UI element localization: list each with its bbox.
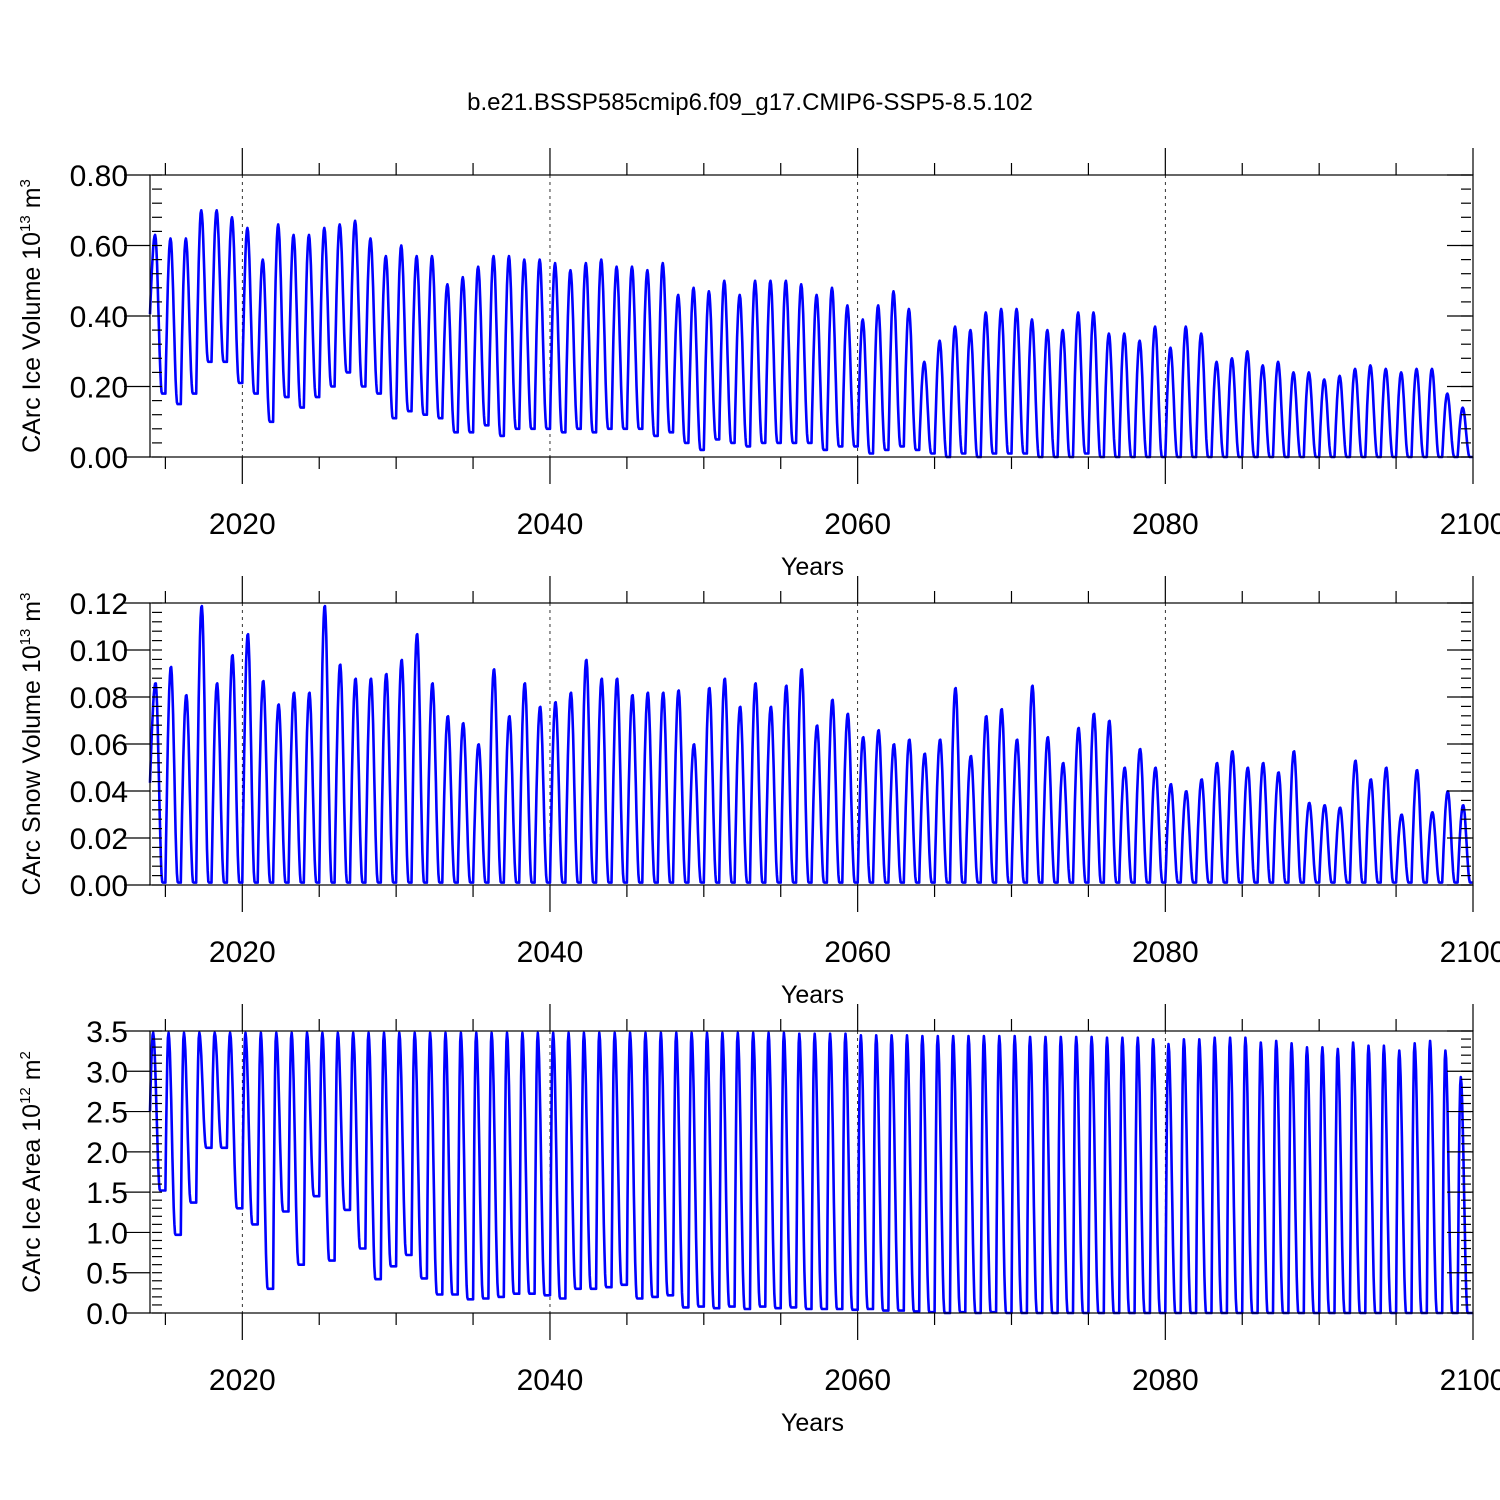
- snow-volume-x-tick-label: 2060: [824, 936, 891, 969]
- ice-area-y-tick-label: 2.0: [86, 1137, 128, 1170]
- snow-volume-x-tick-label: 2100: [1440, 936, 1500, 969]
- snow-volume-y-tick-label: 0.00: [70, 870, 128, 903]
- ice-area-x-tick-label: 2020: [209, 1364, 276, 1397]
- ice-area-y-axis-label: CArc Ice Area 1012 m2: [17, 1051, 46, 1293]
- ice-volume-y-tick-label: 0.20: [70, 372, 128, 405]
- ice-volume-panel: 0.00 0.20 0.40 0.60 0.80 2020 2040 2060 2080 2100…: [17, 148, 1500, 581]
- snow-volume-y-tick-label: 0.04: [70, 776, 128, 809]
- ice-area-y-tick-label: 3.5: [86, 1016, 128, 1049]
- ice-area-plot-frame: [149, 1030, 1474, 1314]
- ice-volume-x-tick-label: 2060: [824, 508, 891, 541]
- snow-volume-x-tick-label: 2040: [517, 936, 584, 969]
- ice-area-panel: 0.0 0.5 1.0 1.5 2.0 2.5 3.0 3.5 2020 2040 2060 2080…: [17, 1004, 1500, 1437]
- ice-area-y-tick-label: 1.5: [86, 1177, 128, 1210]
- ice-volume-x-axis-label: Years: [781, 553, 844, 581]
- ice-area-y-tick-label: 1.0: [86, 1217, 128, 1250]
- ice-volume-y-tick-label: 0.60: [70, 231, 128, 264]
- ice-area-y-tick-label: 0.5: [86, 1258, 128, 1291]
- snow-volume-series-line: [148, 604, 1473, 884]
- snow-volume-y-tick-label: 0.12: [70, 588, 128, 621]
- ice-area-x-tick-label: 2060: [824, 1364, 891, 1397]
- ice-area-x-tick-label: 2040: [517, 1364, 584, 1397]
- snow-volume-x-axis-label: Years: [781, 981, 844, 1009]
- ice-volume-x-tick-label: 2080: [1132, 508, 1199, 541]
- ice-volume-y-tick-label: 0.40: [70, 301, 128, 334]
- ice-volume-y-axis-label: CArc Ice Volume 1013 m3: [17, 179, 46, 453]
- snow-volume-y-tick-label: 0.02: [70, 823, 128, 856]
- ice-volume-y-tick-label: 0.80: [70, 160, 128, 193]
- ice-area-y-tick-label: 3.0: [86, 1056, 128, 1089]
- ice-volume-x-tick-label: 2100: [1440, 508, 1500, 541]
- figure-title: b.e21.BSSP585cmip6.f09_g17.CMIP6-SSP5-8.…: [467, 89, 1033, 116]
- ice-area-series-line: [148, 1031, 1473, 1315]
- ice-volume-x-tick-label: 2020: [209, 508, 276, 541]
- ice-volume-y-tick-label: 0.00: [70, 442, 128, 475]
- snow-volume-y-tick-label: 0.06: [70, 729, 128, 762]
- snow-volume-panel: 0.00 0.02 0.04 0.06 0.08 0.10 0.12 2020 2040 2060…: [17, 576, 1500, 1009]
- snow-volume-y-tick-label: 0.08: [70, 682, 128, 715]
- ice-area-x-axis-label: Years: [781, 1409, 844, 1437]
- ice-volume-x-tick-label: 2040: [517, 508, 584, 541]
- ice-area-x-tick-label: 2080: [1132, 1364, 1199, 1397]
- ice-area-y-tick-label: 0.0: [86, 1298, 128, 1331]
- snow-volume-y-tick-label: 0.10: [70, 635, 128, 668]
- ice-area-y-tick-label: 2.5: [86, 1097, 128, 1130]
- snow-volume-x-tick-label: 2080: [1132, 936, 1199, 969]
- snow-volume-y-axis-label: CArc Snow Volume 1013 m3: [17, 593, 46, 896]
- snow-volume-x-tick-label: 2020: [209, 936, 276, 969]
- ice-area-x-tick-label: 2100: [1440, 1364, 1500, 1397]
- ice-volume-series-line: [148, 209, 1473, 459]
